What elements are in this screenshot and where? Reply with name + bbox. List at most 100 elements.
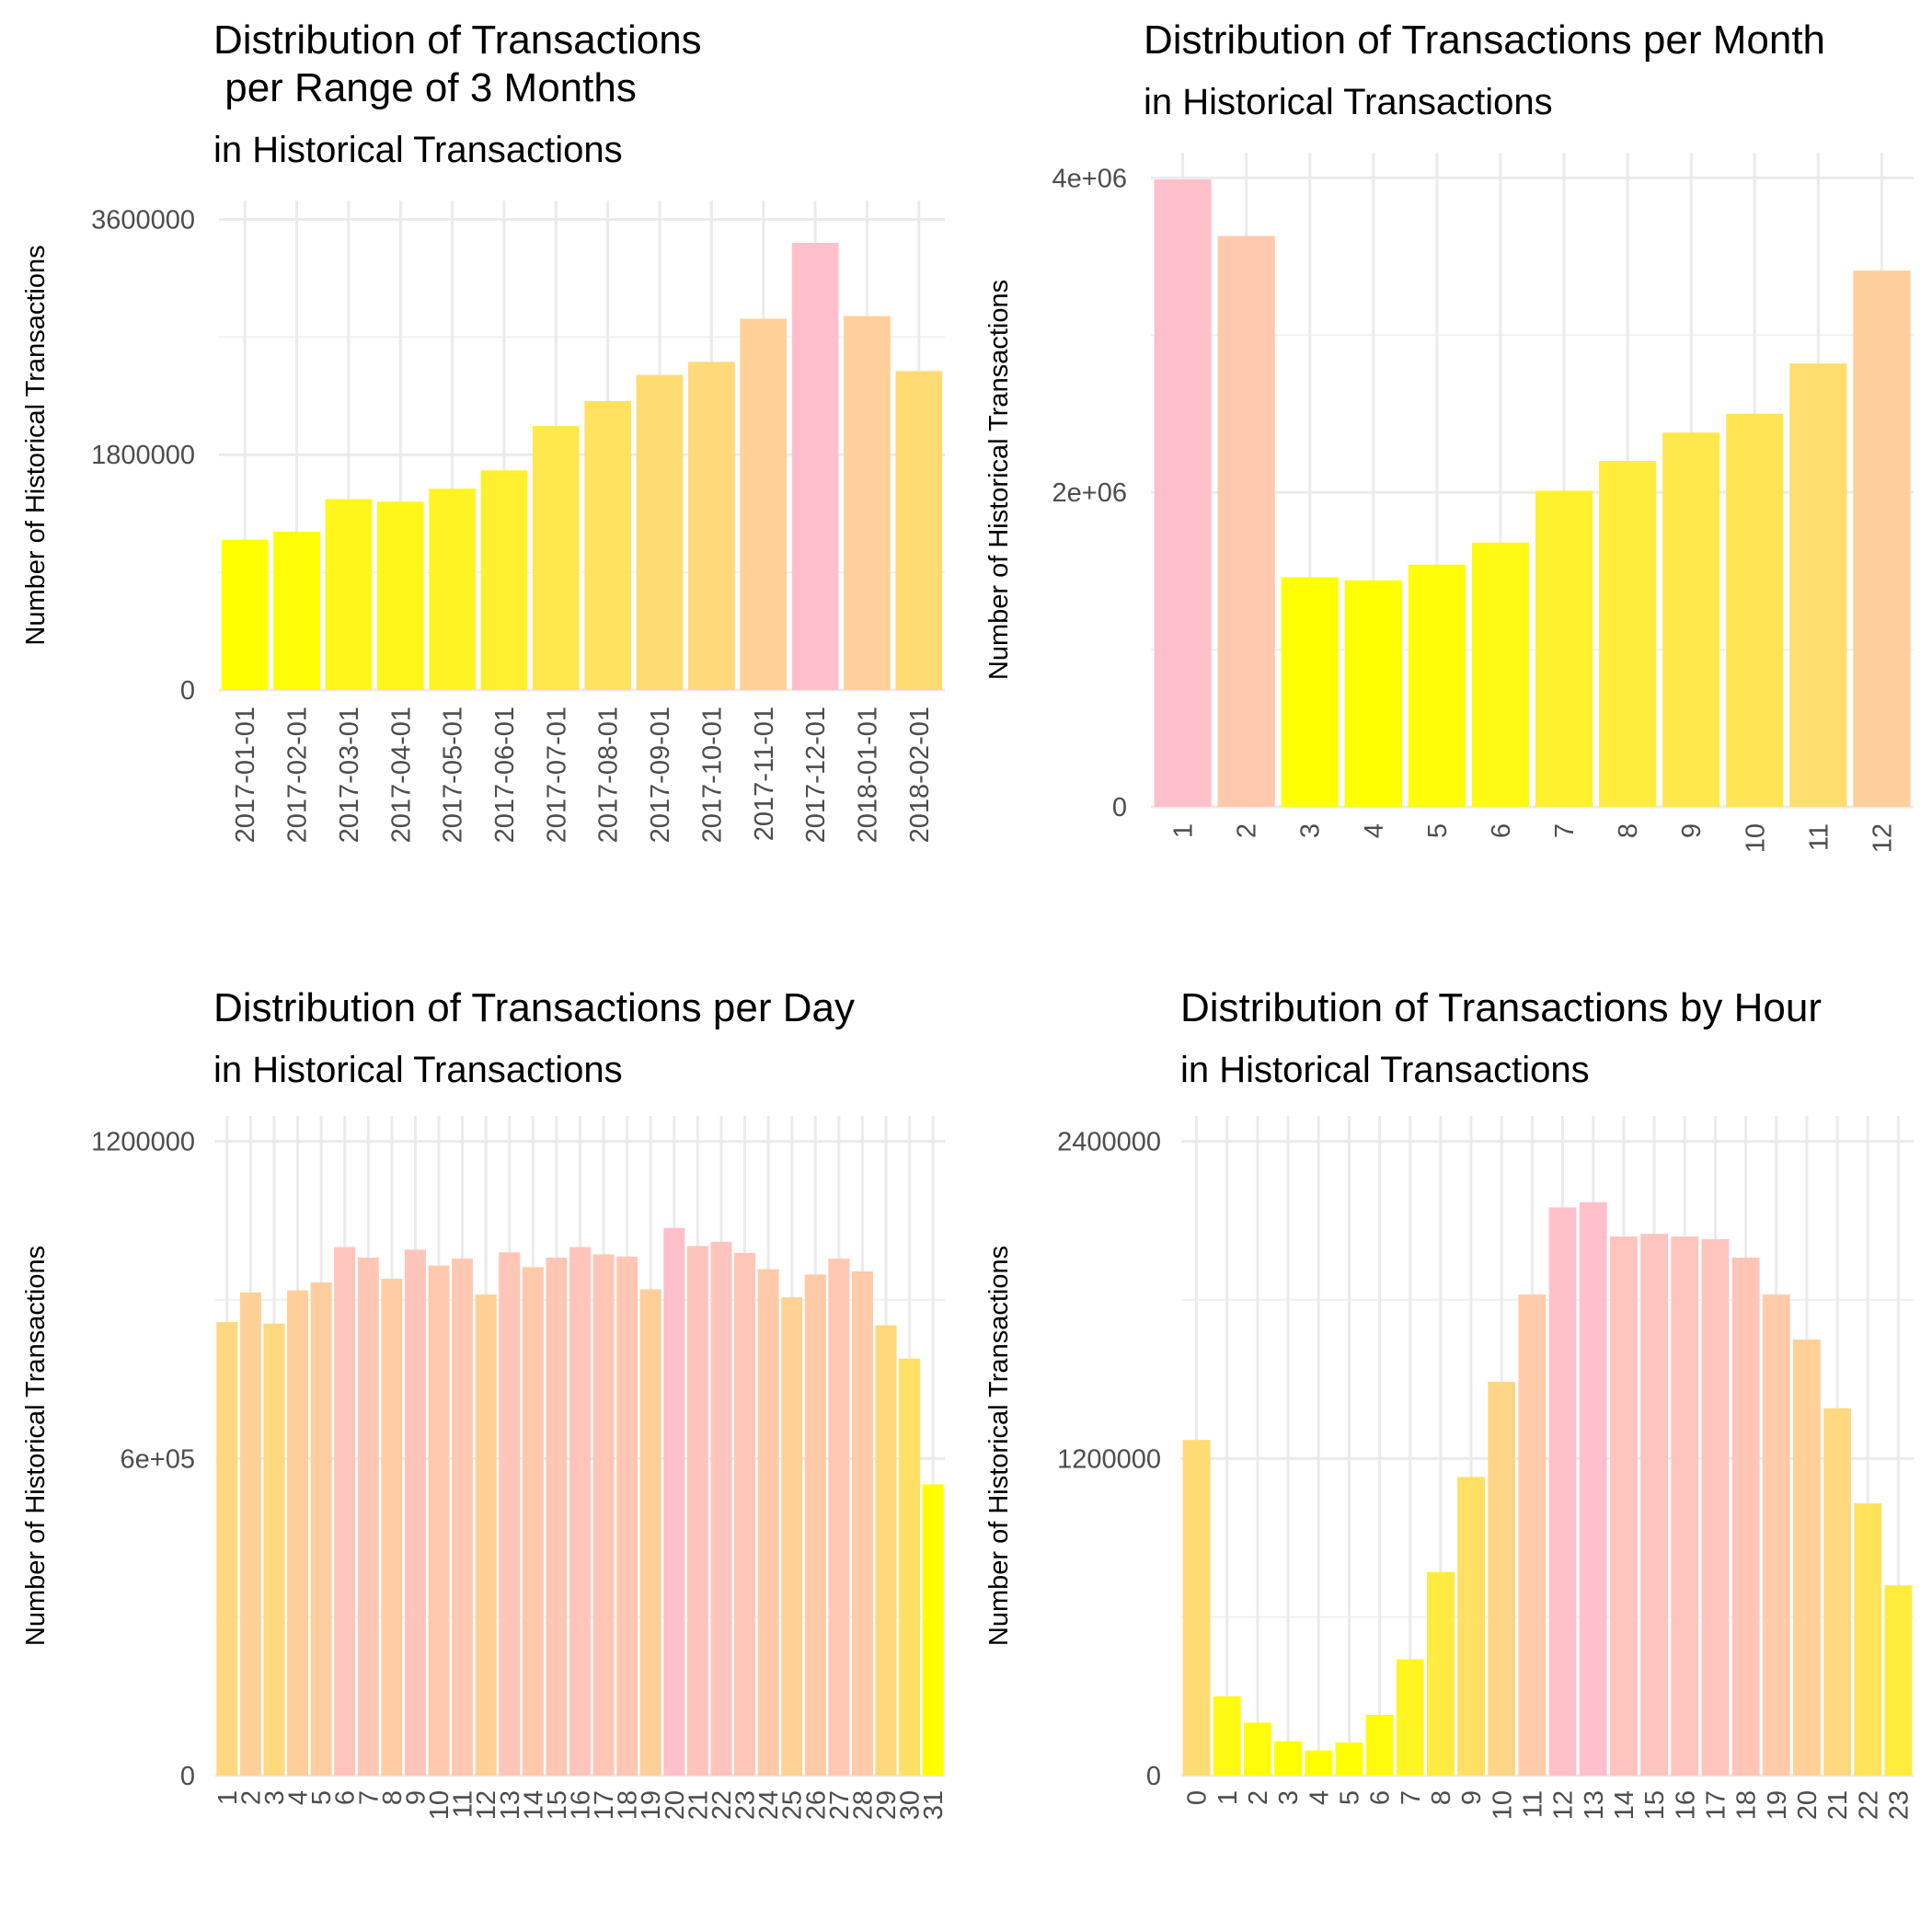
bar-2017-03-01 [325, 499, 373, 690]
bar-28 [851, 1271, 873, 1776]
bar-10 [1488, 1381, 1516, 1776]
bar-2017-02-01 [273, 532, 320, 690]
x-tick-label: 2017-02-01 [283, 707, 313, 843]
x-tick-label: 20 [661, 1790, 690, 1820]
bar-18 [616, 1256, 638, 1776]
x-tick-label: 22 [707, 1790, 737, 1820]
x-tick-label: 9 [1677, 823, 1707, 838]
chart-title: Distribution of Transactions by Hour [1180, 985, 1822, 1030]
bar-8 [1426, 1571, 1455, 1776]
bar-14 [522, 1267, 544, 1776]
bar-5 [310, 1282, 332, 1776]
bar-3 [1281, 577, 1339, 807]
x-tick-label: 1 [213, 1790, 243, 1805]
x-tick-label: 9 [401, 1790, 431, 1805]
bar-30 [899, 1358, 921, 1776]
bar-10 [428, 1265, 450, 1776]
x-tick-label: 6 [1487, 823, 1516, 838]
x-tick-label: 10 [425, 1790, 454, 1820]
chart-subtitle: in Historical Transactions [1144, 82, 1553, 122]
x-tick-label: 15 [1640, 1790, 1670, 1820]
x-tick-label: 4 [284, 1790, 314, 1805]
x-tick-label: 14 [1610, 1790, 1639, 1820]
bar-7 [357, 1257, 379, 1776]
x-tick-label: 2017-08-01 [594, 707, 624, 843]
x-tick-label: 8 [1427, 1790, 1456, 1805]
bar-21 [1823, 1408, 1852, 1776]
bar-12 [1548, 1207, 1577, 1776]
x-tick-label: 2 [236, 1790, 266, 1805]
chart-panel-2: Distribution of Transactions per Month in… [984, 17, 1914, 853]
bar-8 [1599, 460, 1657, 807]
x-tick-label: 1 [1213, 1790, 1243, 1805]
x-tick-label: 3 [1296, 823, 1326, 838]
bar-29 [875, 1325, 897, 1776]
bar-10 [1726, 413, 1784, 807]
x-tick-label: 28 [848, 1790, 878, 1820]
bar-2 [1243, 1722, 1271, 1776]
bar-0 [1182, 1440, 1211, 1776]
x-tick-label: 18 [1732, 1790, 1762, 1820]
bar-13 [499, 1252, 521, 1776]
bar-2017-07-01 [532, 425, 580, 690]
chart-subtitle: in Historical Transactions [1180, 1050, 1590, 1090]
x-tick-label: 2 [1244, 1790, 1273, 1805]
x-tick-label: 2017-07-01 [542, 707, 571, 843]
bar-7 [1396, 1659, 1424, 1776]
bar-5 [1335, 1742, 1363, 1776]
bar-2017-01-01 [221, 539, 269, 690]
bar-9 [1662, 432, 1720, 807]
bar-9 [1457, 1477, 1486, 1776]
bar-2017-05-01 [429, 489, 476, 690]
x-tick-label: 11 [1804, 823, 1834, 851]
x-tick-label: 2017-05-01 [439, 707, 468, 843]
x-tick-label: 30 [896, 1790, 926, 1820]
bar-2018-02-01 [895, 371, 943, 690]
bar-11 [452, 1259, 474, 1776]
bar-2017-09-01 [636, 374, 684, 690]
bar-1 [216, 1322, 238, 1776]
bar-2017-06-01 [480, 470, 528, 690]
x-tick-label: 4 [1360, 823, 1389, 838]
bar-16 [1671, 1236, 1699, 1776]
x-tick-label: 7 [1550, 823, 1580, 838]
x-tick-label: 2018-02-01 [905, 707, 935, 843]
bar-21 [686, 1246, 708, 1776]
bar-11 [1518, 1294, 1547, 1776]
bar-22 [710, 1241, 732, 1776]
x-tick-label: 5 [1423, 823, 1453, 838]
bar-7 [1535, 490, 1593, 807]
x-tick-label: 2017-06-01 [490, 707, 520, 843]
x-tick-label: 1 [1169, 823, 1199, 838]
x-tick-label: 10 [1741, 823, 1770, 853]
x-tick-label: 29 [872, 1790, 902, 1820]
x-tick-label: 23 [1884, 1790, 1914, 1820]
x-tick-label: 6 [331, 1790, 361, 1805]
bar-2017-11-01 [740, 318, 788, 690]
bar-6 [1365, 1714, 1394, 1776]
bar-2017-08-01 [584, 400, 632, 690]
x-tick-label: 27 [825, 1790, 855, 1820]
bar-11 [1789, 363, 1847, 807]
chart-subtitle: in Historical Transactions [213, 1050, 623, 1090]
y-axis-label: Number of Historical Transactions [21, 1246, 51, 1646]
bar-1 [1213, 1696, 1241, 1776]
y-tick-label: 0 [1146, 1762, 1161, 1791]
x-tick-label: 9 [1457, 1790, 1487, 1805]
bar-26 [804, 1274, 826, 1776]
bar-23 [1884, 1585, 1913, 1776]
y-tick-label: 3600000 [91, 205, 195, 235]
y-axis-label: Number of Historical Transactions [21, 245, 51, 645]
x-tick-label: 17 [1701, 1790, 1731, 1820]
bar-17 [592, 1254, 615, 1776]
x-tick-label: 8 [1614, 823, 1643, 838]
bar-23 [734, 1252, 756, 1776]
bar-20 [663, 1227, 685, 1776]
y-tick-label: 2400000 [1057, 1128, 1161, 1157]
x-tick-label: 18 [614, 1790, 643, 1820]
x-tick-label: 6 [1366, 1790, 1396, 1805]
x-tick-label: 31 [919, 1790, 949, 1820]
chart-panel-4: Distribution of Transactions by Hour in H… [984, 985, 1914, 1820]
x-tick-label: 5 [307, 1790, 337, 1805]
bar-3 [1274, 1741, 1303, 1776]
